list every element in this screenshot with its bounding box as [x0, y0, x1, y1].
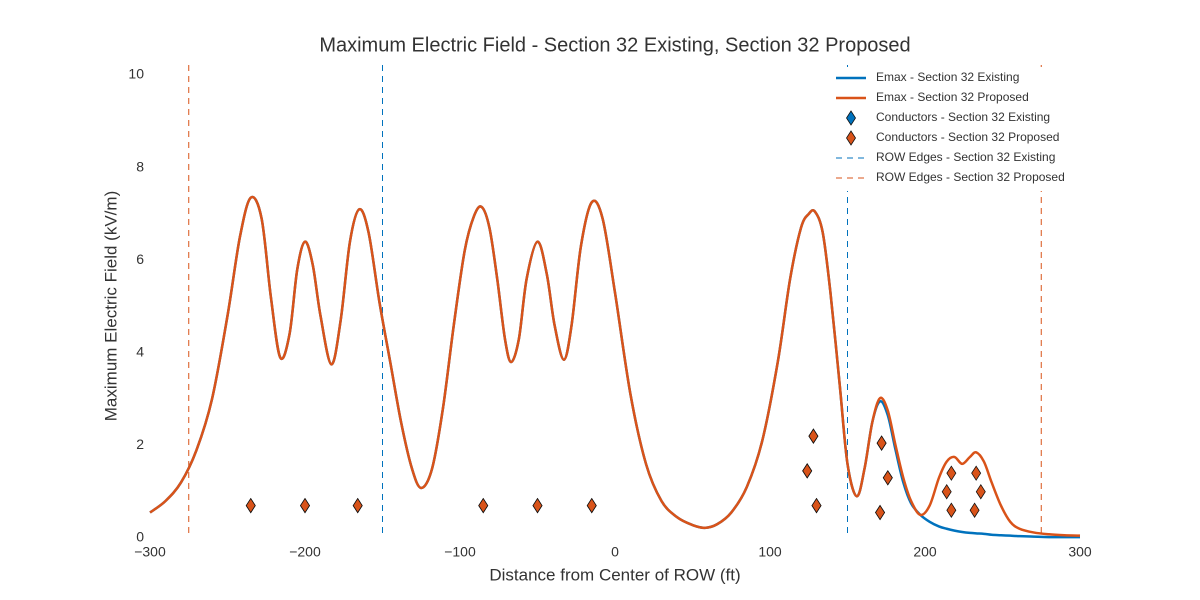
conductor-marker [478, 497, 489, 514]
conductor-marker [941, 483, 952, 500]
legend-swatch [846, 110, 856, 126]
conductor-marker [808, 428, 819, 444]
conductor-marker [971, 465, 982, 481]
legend-swatch [846, 130, 856, 146]
legend-label: Emax - Section 32 Existing [876, 70, 1019, 84]
chart-title: Maximum Electric Field - Section 32 Exis… [319, 34, 910, 56]
y-tick-label: 8 [136, 158, 144, 174]
x-axis-title: Distance from Center of ROW (ft) [489, 565, 740, 584]
y-tick-label: 4 [136, 344, 144, 360]
x-tick-label: 0 [611, 544, 619, 560]
x-tick-label: 300 [1068, 544, 1092, 560]
conductor-marker [811, 497, 822, 514]
conductor-marker [300, 497, 310, 514]
emax-line [149, 195, 1081, 537]
legend-label: ROW Edges - Section 32 Existing [876, 150, 1055, 164]
legend-label: Emax - Section 32 Proposed [876, 90, 1029, 104]
legend-label: Conductors - Section 32 Existing [876, 110, 1050, 124]
conductor-marker [946, 465, 957, 481]
emax-line [149, 195, 1080, 539]
y-tick-label: 2 [136, 436, 144, 452]
legend-label: Conductors - Section 32 Proposed [876, 130, 1059, 144]
conductor-marker [586, 497, 597, 514]
conductor-marker [969, 502, 980, 518]
y-tick-label: 6 [136, 251, 144, 267]
conductor-marker [352, 497, 363, 514]
y-tick-label: 0 [136, 529, 144, 545]
x-tick-label: −200 [289, 544, 321, 560]
y-axis-title: Maximum Electric Field (kV/m) [101, 191, 120, 421]
conductor-marker [946, 502, 957, 518]
conductor-marker [876, 435, 887, 451]
y-tick-label: 10 [128, 66, 144, 82]
legend: Emax - Section 32 Existing Emax - Section… [828, 67, 1076, 191]
legend-label: ROW Edges - Section 32 Proposed [876, 170, 1065, 184]
x-tick-label: 200 [913, 544, 937, 560]
conductor-marker [975, 483, 986, 500]
x-tick-label: 100 [758, 544, 782, 560]
conductor-marker [245, 497, 256, 514]
conductor-marker [532, 497, 543, 514]
legend-box [828, 67, 1076, 191]
conductor-marker [882, 470, 893, 486]
conductor-marker [802, 463, 813, 479]
conductor-marker [875, 504, 886, 521]
x-tick-label: −300 [134, 544, 166, 560]
x-tick-label: −100 [444, 544, 476, 560]
plot-area: −300 −200 −100 0 100 200 300 0 2 4 6 8 10 [128, 65, 1092, 560]
